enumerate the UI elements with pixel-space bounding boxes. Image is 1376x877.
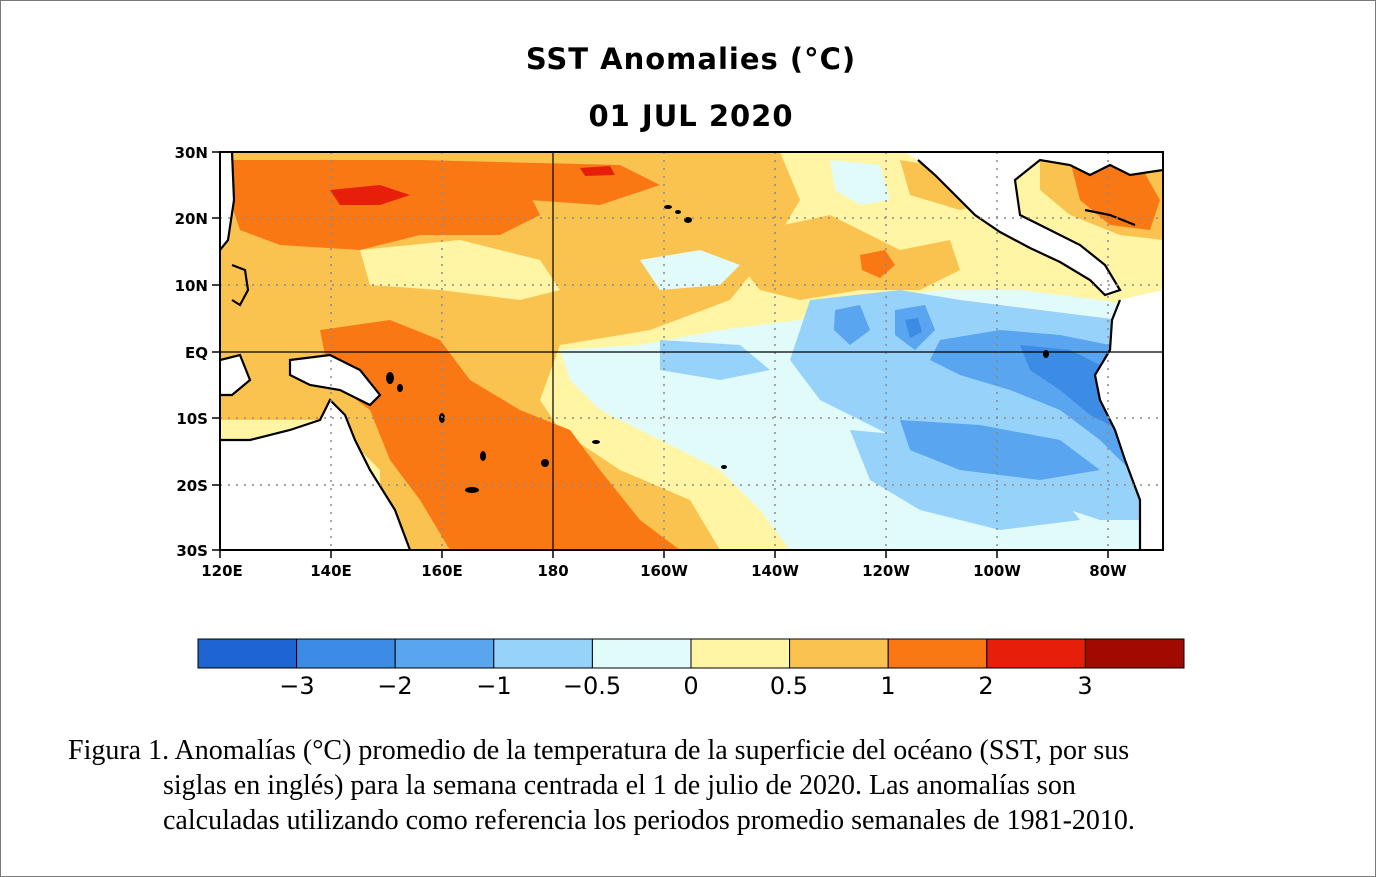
- lat-label: EQ: [185, 344, 208, 362]
- coast-philippines: [231, 263, 250, 307]
- island-solomon-2: [397, 384, 403, 392]
- island-solomon-1: [386, 372, 394, 384]
- field-zero-north: [640, 250, 740, 290]
- coast-australia: [220, 398, 412, 550]
- lat-label: 10N: [175, 277, 208, 295]
- caption-line-2: siglas en inglés) para la semana centrad…: [163, 770, 1076, 801]
- colorbar-swatch: [493, 638, 593, 669]
- island-tahiti: [721, 465, 727, 469]
- island-samoa: [592, 440, 600, 444]
- island-tonga: [541, 459, 549, 467]
- land-south-america: [1095, 290, 1163, 550]
- colorbar: [197, 638, 1185, 669]
- colorbar-tick-label: 3: [1077, 672, 1092, 700]
- colorbar-tick-label: 0.5: [770, 672, 808, 700]
- lat-label: 30N: [175, 144, 208, 162]
- tick-marks: [212, 151, 1109, 558]
- field-pos2-carib: [1070, 160, 1160, 230]
- island-fiji: [480, 451, 486, 461]
- coast-asia: [220, 152, 236, 251]
- graticule: [220, 152, 1163, 550]
- field-neg2-eddy: [905, 318, 922, 338]
- caption-line-1: Figura 1. Anomalías (°C) promedio de la …: [68, 735, 1130, 766]
- lat-labels: 30N 20N 10N EQ 10S 20S 30S: [175, 144, 208, 560]
- coast-indonesia: [220, 353, 252, 397]
- map-date: 01 JUL 2020: [588, 99, 794, 133]
- lon-label: 120E: [201, 562, 243, 580]
- lon-label: 100W: [973, 562, 1021, 580]
- lat-label: 20N: [175, 210, 208, 228]
- field-neg05-eq: [660, 340, 770, 380]
- lon-label: 120W: [862, 562, 910, 580]
- colorbar-swatch: [789, 638, 889, 669]
- lon-label: 140E: [310, 562, 352, 580]
- land-north-america: [905, 152, 1163, 295]
- colorbar-swatch: [296, 638, 396, 669]
- colorbar-swatch: [197, 638, 298, 669]
- colorbar-swatch: [591, 638, 692, 669]
- land-asia-sw: [220, 152, 234, 250]
- colorbar-tick-label: −2: [377, 672, 412, 700]
- lon-labels: 120E 140E 160E 180 160W 140W 120W 100W 8…: [201, 562, 1127, 580]
- coast-cuba: [1084, 208, 1136, 227]
- field-pos1-northcentral: [740, 215, 960, 300]
- sst-anomaly-map: 30N 20N 10N EQ 10S 20S 30S 120E 140E 160…: [175, 144, 1185, 700]
- colorbar-swatch: [394, 638, 495, 669]
- island-hawaii-1: [664, 205, 672, 209]
- lon-label: 160W: [640, 562, 688, 580]
- map-border: [219, 151, 1164, 551]
- colorbar-swatch: [690, 638, 791, 669]
- field-neg05-south: [850, 430, 1080, 530]
- coast-north-america: [917, 158, 1163, 297]
- map-title: SST Anomalies (°C): [525, 42, 857, 76]
- lon-label: 80W: [1089, 562, 1127, 580]
- colorbar-swatch: [1084, 638, 1185, 669]
- colorbar-tick-label: 0: [683, 672, 698, 700]
- island-galapagos: [1043, 350, 1049, 358]
- lon-label: 180: [537, 562, 568, 580]
- field-pos3-north: [330, 185, 410, 205]
- island-hawaii-2: [675, 210, 681, 214]
- field-pos3-north2: [580, 166, 615, 176]
- colorbar-swatch: [887, 638, 988, 669]
- coast-south-america: [1093, 299, 1142, 550]
- caption-line-3: calculadas utilizando como referencia lo…: [163, 805, 1135, 836]
- lon-label: 160E: [421, 562, 463, 580]
- lat-label: 30S: [176, 542, 208, 560]
- land-australia: [220, 400, 410, 550]
- lat-label: 10S: [176, 410, 208, 428]
- field-neg1-south: [900, 420, 1100, 480]
- colorbar-tick-label: 2: [978, 672, 993, 700]
- coast-new-guinea: [288, 353, 382, 407]
- colorbar-tick-label: −1: [476, 672, 511, 700]
- field-pos2-warmpool: [320, 320, 680, 550]
- coastlines: [220, 152, 1163, 550]
- colorbar-swatch: [986, 638, 1086, 669]
- field-neg1-eddy1: [834, 305, 870, 345]
- island-nc: [465, 487, 479, 493]
- colorbar-tick-label: −3: [279, 672, 314, 700]
- land-new-guinea: [290, 355, 380, 405]
- colorbar-labels: −3 −2 −1 −0.5 0 0.5 1 2 3: [279, 672, 1092, 700]
- figure-caption: Figura 1. Anomalías (°C) promedio de la …: [68, 733, 1308, 838]
- colorbar-tick-label: 1: [880, 672, 895, 700]
- lon-label: 140W: [751, 562, 799, 580]
- colorbar-tick-label: −0.5: [563, 672, 621, 700]
- lat-label: 20S: [176, 477, 208, 495]
- field-zero-nc: [830, 160, 890, 205]
- anomaly-field: [220, 152, 1163, 550]
